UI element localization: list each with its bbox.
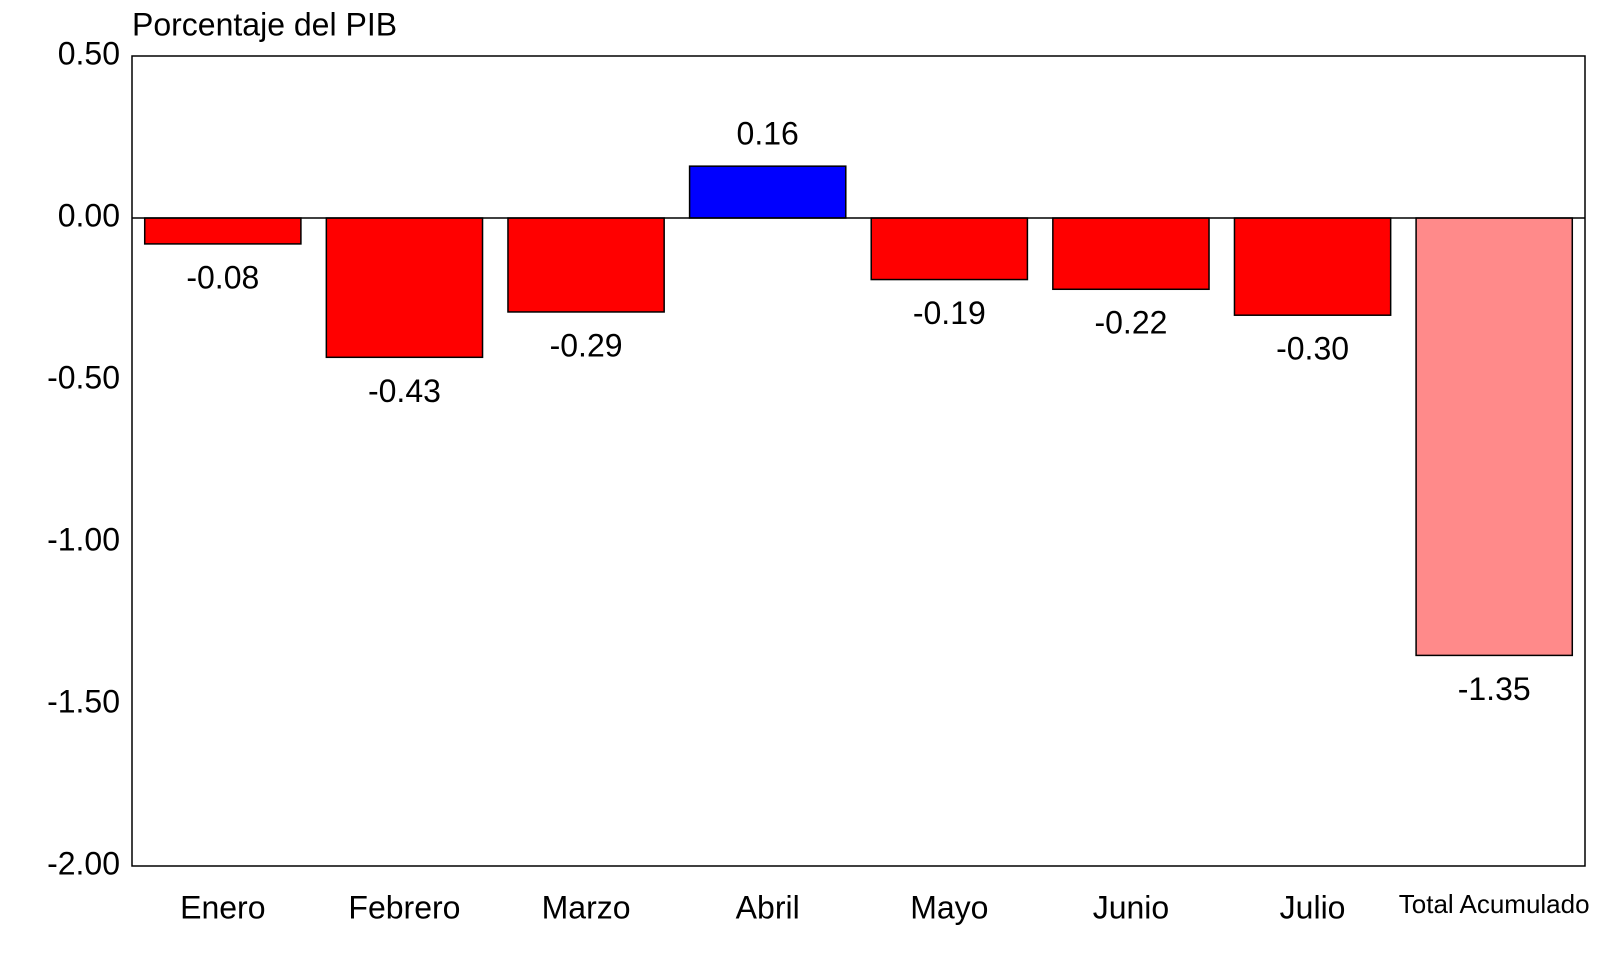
x-tick-label: Marzo bbox=[542, 889, 631, 925]
bar bbox=[1233, 217, 1392, 316]
y-tick-label: 0.00 bbox=[58, 197, 120, 233]
bar bbox=[870, 217, 1029, 281]
bar bbox=[688, 165, 847, 219]
y-tick-label: -0.50 bbox=[47, 359, 120, 395]
y-tick-label: -2.00 bbox=[47, 845, 120, 881]
bar bbox=[507, 217, 665, 313]
chart-title: Porcentaje del PIB bbox=[132, 6, 397, 42]
bar bbox=[1415, 217, 1574, 657]
value-label: -0.22 bbox=[1094, 305, 1167, 341]
x-tick-label: Julio bbox=[1280, 889, 1346, 925]
x-tick-label: Abril bbox=[736, 889, 800, 925]
x-tick-label: Mayo bbox=[910, 889, 988, 925]
y-tick-label: -1.50 bbox=[47, 683, 120, 719]
bar bbox=[325, 217, 484, 359]
y-tick-label: -1.00 bbox=[47, 521, 120, 557]
value-label: -0.43 bbox=[368, 373, 441, 409]
value-label: -1.35 bbox=[1458, 671, 1531, 707]
value-label: -0.29 bbox=[550, 327, 623, 363]
value-label: -0.19 bbox=[913, 295, 986, 331]
x-tick-label: Junio bbox=[1093, 889, 1170, 925]
x-tick-label: Enero bbox=[180, 889, 265, 925]
x-tick-label: Febrero bbox=[348, 889, 460, 925]
value-label: -0.08 bbox=[186, 259, 259, 295]
value-label: -0.30 bbox=[1276, 331, 1349, 367]
plot-frame bbox=[131, 55, 1586, 867]
value-label: 0.16 bbox=[737, 116, 799, 152]
x-tick-label: Total Acumulado bbox=[1399, 889, 1590, 919]
bar bbox=[1052, 217, 1210, 291]
bar bbox=[143, 217, 302, 245]
y-tick-label: 0.50 bbox=[58, 35, 120, 71]
